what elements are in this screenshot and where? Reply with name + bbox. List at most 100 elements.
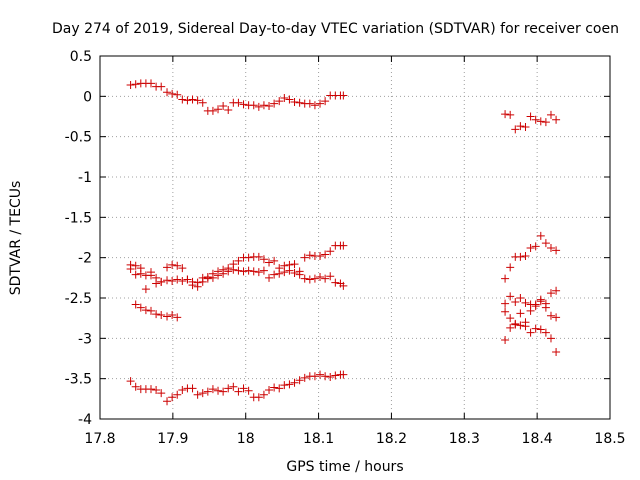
data-point xyxy=(173,90,182,99)
data-point xyxy=(546,334,555,343)
data-point xyxy=(214,271,223,280)
x-tick-label: 17.9 xyxy=(157,431,188,447)
data-point xyxy=(270,99,279,108)
data-point xyxy=(511,125,520,134)
data-point xyxy=(285,95,294,104)
data-point xyxy=(506,323,515,332)
data-point xyxy=(126,377,135,386)
data-point xyxy=(254,268,263,277)
data-point xyxy=(168,310,177,319)
data-point xyxy=(316,99,325,108)
data-point xyxy=(259,390,268,399)
data-point xyxy=(173,261,182,270)
data-point xyxy=(552,115,561,124)
data-point xyxy=(193,96,202,105)
data-point xyxy=(239,384,248,393)
data-point xyxy=(552,246,561,255)
data-point xyxy=(214,105,223,114)
data-point xyxy=(254,393,263,402)
data-point xyxy=(501,307,510,316)
data-point xyxy=(536,231,545,240)
data-point xyxy=(280,268,289,277)
series-track-1 xyxy=(126,79,561,134)
data-point xyxy=(229,265,238,274)
data-point xyxy=(157,389,166,398)
data-point xyxy=(501,274,510,283)
data-point xyxy=(265,385,274,394)
data-point xyxy=(506,314,515,323)
data-point xyxy=(316,273,325,282)
plot-frame xyxy=(99,55,611,420)
data-point xyxy=(326,373,335,382)
data-point xyxy=(254,102,263,111)
data-point xyxy=(183,96,192,105)
data-point xyxy=(511,298,520,307)
data-point xyxy=(305,275,314,284)
y-tick-label: -4 xyxy=(78,412,92,428)
data-point xyxy=(321,372,330,381)
data-point xyxy=(239,100,248,109)
data-point xyxy=(285,380,294,389)
series-track-2 xyxy=(126,231,561,290)
data-point xyxy=(275,97,284,106)
data-point xyxy=(147,271,155,280)
data-point xyxy=(131,300,140,309)
data-point xyxy=(521,318,530,327)
data-point xyxy=(214,386,223,395)
data-point xyxy=(168,260,177,269)
data-point xyxy=(239,267,248,276)
y-axis-label: SDTVAR / TECUs xyxy=(8,181,24,296)
data-point xyxy=(339,241,348,250)
data-point xyxy=(275,384,284,393)
data-point xyxy=(203,387,212,396)
data-point xyxy=(536,325,545,334)
data-point xyxy=(316,370,325,379)
series-track-3 xyxy=(126,264,561,311)
x-tick-label: 18.1 xyxy=(303,431,334,447)
data-point xyxy=(131,80,140,89)
data-point xyxy=(310,101,319,110)
data-point xyxy=(178,264,187,273)
data-point xyxy=(183,275,192,284)
data-point xyxy=(316,252,325,261)
data-point xyxy=(506,110,515,119)
data-point xyxy=(147,79,155,88)
data-point xyxy=(198,389,207,398)
x-tick-label: 17.8 xyxy=(84,431,115,447)
data-point xyxy=(234,256,243,265)
data-point xyxy=(157,277,166,286)
data-point xyxy=(147,306,155,315)
data-point xyxy=(259,266,268,275)
data-point xyxy=(259,255,268,264)
x-tick-label: 18.3 xyxy=(449,431,480,447)
data-point xyxy=(178,385,187,394)
data-point xyxy=(521,252,530,261)
data-point xyxy=(526,112,535,121)
data-point xyxy=(546,110,555,119)
data-point xyxy=(219,102,228,111)
y-tick-label: -1.5 xyxy=(65,210,92,226)
data-point xyxy=(321,97,330,106)
data-point xyxy=(208,273,217,282)
data-point xyxy=(163,263,172,272)
data-point xyxy=(208,385,217,394)
data-point xyxy=(198,277,207,286)
data-point xyxy=(203,274,212,283)
data-point xyxy=(208,106,217,115)
y-tick-label: 0.5 xyxy=(70,49,92,65)
data-point xyxy=(270,256,279,265)
data-point xyxy=(546,311,555,320)
data-point xyxy=(136,269,145,278)
data-point xyxy=(275,269,284,278)
data-point xyxy=(290,260,299,269)
data-point xyxy=(526,243,535,252)
data-point xyxy=(541,328,550,337)
data-point xyxy=(339,91,348,100)
data-point xyxy=(531,115,540,124)
data-point xyxy=(163,397,172,406)
data-point xyxy=(280,93,289,102)
data-point xyxy=(270,383,279,392)
data-point xyxy=(131,270,140,279)
data-point xyxy=(193,282,202,291)
